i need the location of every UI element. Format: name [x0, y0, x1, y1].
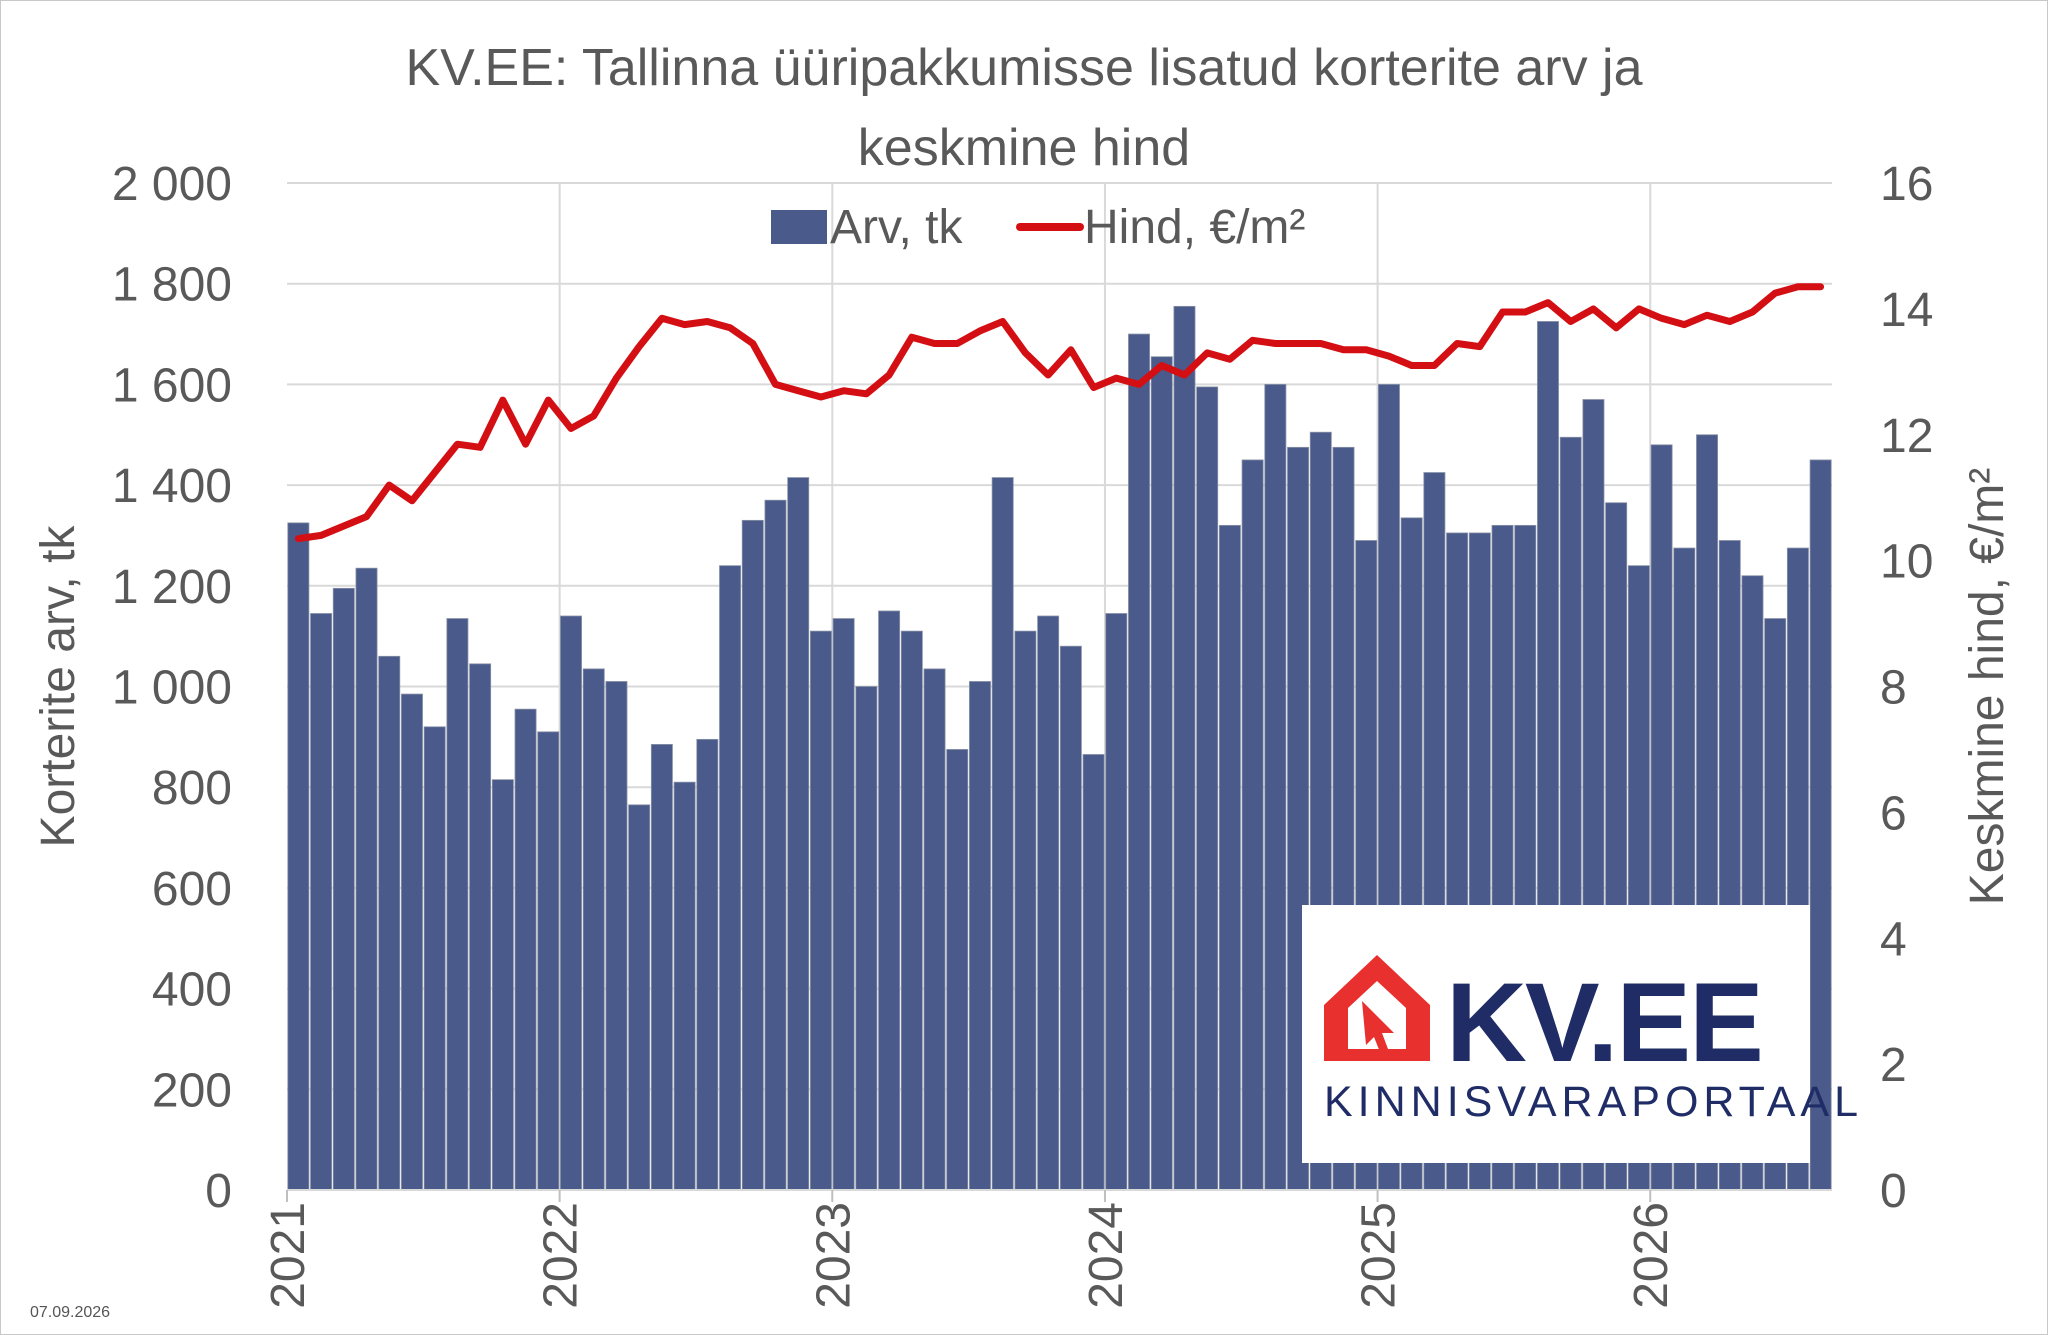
bar [1173, 305, 1196, 1191]
bar [1037, 615, 1060, 1191]
price-line [294, 283, 1825, 543]
y-tick-label: 1 600 [112, 359, 232, 412]
bar [1059, 645, 1082, 1191]
footer-date: 07.09.2026 [30, 1304, 111, 1321]
y-tick-label: 400 [152, 964, 232, 1017]
y-tick-label: 600 [152, 863, 232, 916]
y2-tick-label: 16 [1880, 158, 1933, 211]
bar [878, 610, 901, 1191]
y-axis-title: Korterite arv, tk [32, 525, 85, 848]
bar [605, 681, 628, 1191]
y-tick-label: 1 200 [112, 561, 232, 614]
bar [401, 693, 423, 1191]
bar [514, 708, 537, 1191]
y-tick-label: 2 000 [112, 158, 232, 211]
y2-tick-label: 4 [1880, 913, 1907, 966]
bar [696, 738, 719, 1191]
bar [628, 804, 651, 1191]
bar [991, 477, 1014, 1191]
bar [1241, 459, 1264, 1191]
y2-tick-label: 2 [1880, 1039, 1907, 1092]
legend-swatch-bars [771, 210, 827, 244]
kv-ee-logo: KV.EE KINNISVARAPORTAAL [1302, 905, 1858, 1163]
bar [764, 499, 787, 1191]
x-tick-label: 2023 [807, 1202, 860, 1309]
x-tick-label: 2021 [262, 1202, 315, 1309]
x-tick-label: 2026 [1625, 1202, 1678, 1309]
legend-label-bars: Arv, tk [830, 201, 963, 254]
logo-subtitle: KINNISVARAPORTAAL [1324, 1078, 1864, 1126]
house-logo-icon [1324, 955, 1430, 1061]
bar [832, 618, 855, 1191]
bar [560, 615, 582, 1191]
bar [491, 779, 514, 1191]
x-tick-label: 2024 [1080, 1202, 1133, 1309]
bar [446, 618, 469, 1191]
bar [787, 477, 810, 1191]
y2-tick-label: 8 [1880, 662, 1907, 715]
line-series [294, 283, 1825, 543]
y2-tick-label: 14 [1880, 284, 1933, 337]
bar [1014, 630, 1037, 1191]
x-tick-label: 2022 [535, 1202, 588, 1309]
y2-tick-label: 0 [1880, 1165, 1907, 1218]
bar [650, 744, 673, 1191]
axes: 0 200 400 600 800 1 000 1 200 1 400 1 600 1 800 2 … [32, 158, 2014, 1309]
bar [969, 681, 991, 1191]
x-tick-label: 2025 [1353, 1202, 1406, 1309]
bar [1196, 386, 1219, 1191]
bar [1264, 383, 1287, 1191]
y-tick-label: 200 [152, 1064, 232, 1117]
y-tick-label: 1 400 [112, 460, 232, 513]
bar [719, 565, 742, 1191]
bar [1128, 333, 1150, 1191]
bar [946, 749, 969, 1191]
legend-label-line: Hind, €/m² [1084, 201, 1305, 254]
chart-title-line-2: keskmine hind [857, 119, 1191, 177]
bar [582, 668, 605, 1191]
bar [537, 731, 560, 1191]
bar [923, 668, 946, 1191]
y-tick-label: 0 [205, 1165, 232, 1218]
bar [673, 781, 696, 1191]
bar [855, 686, 878, 1191]
legend: Arv, tk Hind, €/m² [771, 201, 1305, 254]
bar [809, 630, 832, 1191]
bar [1150, 356, 1173, 1191]
bar [741, 519, 764, 1191]
bar [1218, 524, 1241, 1191]
y-tick-label: 1 800 [112, 259, 232, 312]
bar [332, 587, 355, 1191]
y2-tick-label: 6 [1880, 787, 1907, 840]
y-tick-label: 1 000 [112, 662, 232, 715]
y2-tick-label: 12 [1880, 410, 1933, 463]
bar [287, 522, 310, 1191]
bar [423, 726, 446, 1191]
bar [1105, 613, 1128, 1191]
chart-title-line-1: KV.EE: Tallinna üüripakkumisse lisatud k… [405, 39, 1643, 97]
y2-axis-title: Keskmine hind, €/m² [1961, 468, 2014, 906]
bar [1082, 754, 1105, 1191]
bar [900, 630, 923, 1191]
bar [469, 663, 492, 1191]
logo-text: KV.EE [1446, 960, 1764, 1085]
y2-tick-label: 10 [1880, 536, 1933, 589]
bar [378, 655, 401, 1191]
bar [310, 613, 333, 1191]
bar [355, 567, 378, 1191]
y-tick-label: 800 [152, 762, 232, 815]
